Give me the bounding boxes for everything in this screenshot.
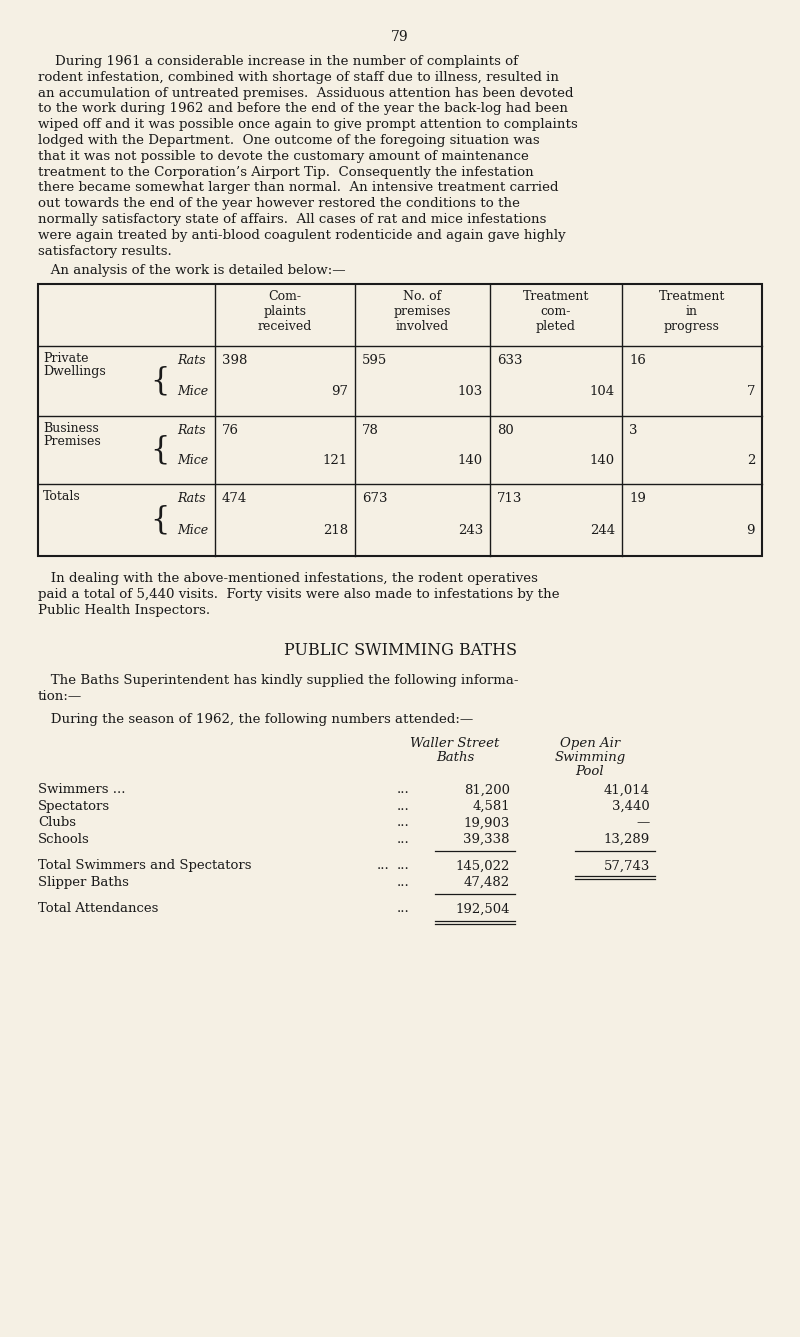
Text: Pool: Pool [576,765,604,778]
Text: 76: 76 [222,424,239,437]
Text: ...: ... [378,860,390,873]
Text: Open Air: Open Air [560,738,620,750]
Text: lodged with the Department.  One outcome of the foregoing situation was: lodged with the Department. One outcome … [38,134,540,147]
Text: 595: 595 [362,354,387,368]
Text: Dwellings: Dwellings [43,365,106,378]
Text: Rats: Rats [177,492,206,505]
Text: 140: 140 [590,455,615,468]
Text: 81,200: 81,200 [464,783,510,797]
Text: Total Attendances: Total Attendances [38,902,158,916]
Text: In dealing with the above-mentioned infestations, the rodent operatives: In dealing with the above-mentioned infe… [38,572,538,586]
Text: ...: ... [398,817,410,829]
Text: ...: ... [398,860,410,873]
Text: 140: 140 [458,455,483,468]
Text: 673: 673 [362,492,387,505]
Text: wiped off and it was possible once again to give prompt attention to complaints: wiped off and it was possible once again… [38,118,578,131]
Text: During the season of 1962, the following numbers attended:—: During the season of 1962, the following… [38,714,474,726]
Text: 16: 16 [629,354,646,368]
Text: to the work during 1962 and before the end of the year the back-log had been: to the work during 1962 and before the e… [38,103,568,115]
Text: paid a total of 5,440 visits.  Forty visits were also made to infestations by th: paid a total of 5,440 visits. Forty visi… [38,588,560,602]
Text: were again treated by anti-blood coagulent rodenticide and again gave highly: were again treated by anti-blood coagule… [38,229,566,242]
Text: Rats: Rats [177,424,206,437]
Text: 145,022: 145,022 [456,860,510,873]
Text: 218: 218 [323,524,348,537]
Text: 41,014: 41,014 [604,783,650,797]
Text: 633: 633 [497,354,522,368]
Text: 398: 398 [222,354,247,368]
Text: Swimming: Swimming [554,751,626,765]
Text: 104: 104 [590,385,615,398]
Text: Baths: Baths [436,751,474,765]
Text: Totals: Totals [43,491,81,504]
Text: No. of
premises
involved: No. of premises involved [394,290,451,333]
Text: ...: ... [398,833,410,846]
Text: {: { [150,505,170,536]
Text: Treatment
in
progress: Treatment in progress [659,290,725,333]
Text: 4,581: 4,581 [472,800,510,813]
Text: 47,482: 47,482 [464,876,510,889]
Text: The Baths Superintendent has kindly supplied the following informa-: The Baths Superintendent has kindly supp… [38,674,518,687]
Text: 39,338: 39,338 [463,833,510,846]
Bar [38,285,762,556]
Text: Swimmers ...: Swimmers ... [38,783,126,797]
Text: —: — [637,817,650,829]
Text: 121: 121 [323,455,348,468]
Text: an accumulation of untreated premises.  Assiduous attention has been devoted: an accumulation of untreated premises. A… [38,87,574,99]
Text: Spectators: Spectators [38,800,110,813]
Text: 19: 19 [629,492,646,505]
Text: ...: ... [398,800,410,813]
Text: {: { [150,366,170,397]
Text: PUBLIC SWIMMING BATHS: PUBLIC SWIMMING BATHS [283,642,517,659]
Text: Premises: Premises [43,436,101,448]
Text: ...: ... [398,902,410,916]
Text: that it was not possible to devote the customary amount of maintenance: that it was not possible to devote the c… [38,150,529,163]
Text: 2: 2 [746,455,755,468]
Text: Mice: Mice [177,524,208,537]
Text: rodent infestation, combined with shortage of staff due to illness, resulted in: rodent infestation, combined with shorta… [38,71,559,84]
Text: Mice: Mice [177,385,208,398]
Text: tion:—: tion:— [38,690,82,703]
Text: Com-
plaints
received: Com- plaints received [258,290,312,333]
Text: 80: 80 [497,424,514,437]
Text: Private: Private [43,353,89,365]
Text: normally satisfactory state of affairs.  All cases of rat and mice infestations: normally satisfactory state of affairs. … [38,213,546,226]
Text: Slipper Baths: Slipper Baths [38,876,129,889]
Text: ...: ... [398,783,410,797]
Text: Schools: Schools [38,833,90,846]
Text: Rats: Rats [177,354,206,368]
Text: 103: 103 [458,385,483,398]
Text: 3,440: 3,440 [612,800,650,813]
Text: 57,743: 57,743 [604,860,650,873]
Text: Mice: Mice [177,455,208,468]
Text: Business: Business [43,422,98,436]
Text: 244: 244 [590,524,615,537]
Text: there became somewhat larger than normal.  An intensive treatment carried: there became somewhat larger than normal… [38,182,558,194]
Text: {: { [150,435,170,465]
Text: 97: 97 [331,385,348,398]
Text: out towards the end of the year however restored the conditions to the: out towards the end of the year however … [38,197,520,210]
Text: Waller Street: Waller Street [410,738,500,750]
Text: 79: 79 [391,29,409,44]
Text: 713: 713 [497,492,522,505]
Text: Public Health Inspectors.: Public Health Inspectors. [38,604,210,616]
Text: ...: ... [398,876,410,889]
Text: 243: 243 [458,524,483,537]
Text: Treatment
com-
pleted: Treatment com- pleted [523,290,589,333]
Text: Total Swimmers and Spectators: Total Swimmers and Spectators [38,860,251,873]
Text: Clubs: Clubs [38,817,76,829]
Text: 9: 9 [746,524,755,537]
Text: 13,289: 13,289 [604,833,650,846]
Text: 19,903: 19,903 [464,817,510,829]
Text: satisfactory results.: satisfactory results. [38,245,172,258]
Text: 192,504: 192,504 [455,902,510,916]
Text: An analysis of the work is detailed below:—: An analysis of the work is detailed belo… [38,265,346,277]
Text: 3: 3 [629,424,638,437]
Text: treatment to the Corporation’s Airport Tip.  Consequently the infestation: treatment to the Corporation’s Airport T… [38,166,534,179]
Text: During 1961 a considerable increase in the number of complaints of: During 1961 a considerable increase in t… [38,55,518,68]
Text: 78: 78 [362,424,379,437]
Text: 7: 7 [746,385,755,398]
Text: 474: 474 [222,492,247,505]
